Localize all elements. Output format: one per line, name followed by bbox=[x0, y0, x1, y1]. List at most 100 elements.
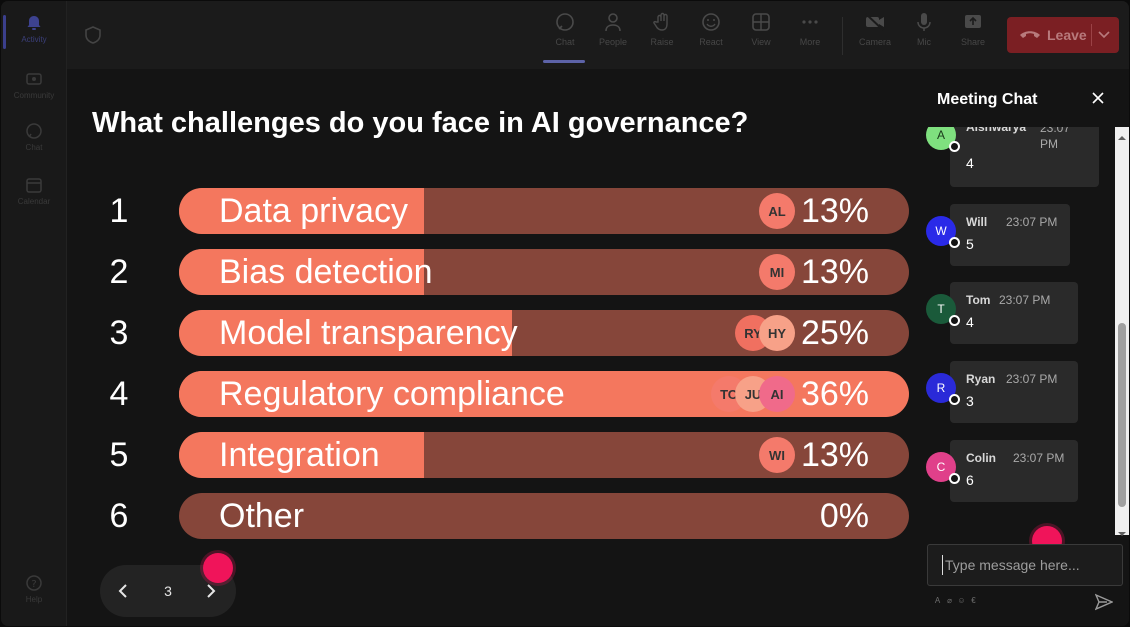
chat-message-text: 3 bbox=[966, 393, 974, 409]
format-icon[interactable]: A bbox=[934, 596, 941, 605]
poll-option-bar: Data privacy 13% AL bbox=[179, 188, 909, 234]
rail-label-calendar: Calendar bbox=[17, 197, 51, 206]
meeting-toolbar: Chat People Raise React View More Camera bbox=[67, 1, 1129, 69]
poll-option-number: 4 bbox=[109, 375, 129, 413]
poll-option-row: 2 Bias detection 13% MI bbox=[67, 249, 919, 295]
poll-option-number: 6 bbox=[109, 497, 129, 535]
toolbar-view-button[interactable]: View bbox=[737, 11, 785, 59]
rail-label-help: Help bbox=[25, 595, 43, 604]
share-icon bbox=[962, 11, 984, 33]
poll-option-percent: 0% bbox=[819, 497, 869, 535]
poll-option-label: Bias detection bbox=[219, 253, 433, 291]
chevron-down-icon[interactable] bbox=[1097, 27, 1111, 41]
smile-icon bbox=[700, 11, 722, 33]
toolbar-share-button[interactable]: Share bbox=[949, 11, 997, 59]
poll-results-panel: What challenges do you face in AI govern… bbox=[67, 69, 919, 626]
rail-label-activity: Activity bbox=[21, 35, 47, 44]
emoji-icon[interactable]: ☺ bbox=[957, 596, 966, 605]
chat-message: Tom 23:07 PM 4 T bbox=[919, 282, 1115, 348]
close-icon[interactable] bbox=[1091, 91, 1107, 107]
chevron-right-icon bbox=[207, 584, 216, 598]
poll-option-row: 4 Regulatory compliance 36% TO JU AI bbox=[67, 371, 919, 417]
poll-option-fill bbox=[179, 249, 424, 295]
chat-bubble: Will 23:07 PM 5 bbox=[950, 204, 1070, 266]
rail-item-activity[interactable]: Activity bbox=[1, 9, 67, 53]
poll-option-number: 1 bbox=[109, 192, 129, 230]
attach-icon[interactable]: ⌀ bbox=[947, 596, 952, 605]
poll-option-label: Other bbox=[219, 497, 305, 535]
rail-item-calendar[interactable]: Calendar bbox=[1, 171, 67, 215]
rail-item-chat[interactable]: Chat bbox=[1, 117, 67, 161]
poll-option-bar: Integration 13% WI bbox=[179, 432, 909, 478]
community-icon bbox=[24, 69, 44, 89]
chat-message-input[interactable] bbox=[942, 555, 1112, 575]
chat-format-tools: A ⌀ ☺ € bbox=[933, 596, 978, 605]
chat-author: Will bbox=[966, 215, 988, 229]
phone-hangup-icon bbox=[1019, 28, 1041, 42]
scroll-up-arrow-icon[interactable] bbox=[1118, 129, 1126, 140]
help-icon: ? bbox=[24, 573, 44, 593]
scroll-down-arrow-icon[interactable] bbox=[1118, 525, 1126, 536]
voter-avatar: AL bbox=[759, 193, 795, 229]
poll-option-bar: Model transparency 25% RY HY bbox=[179, 310, 909, 356]
poll-option-fill bbox=[179, 371, 592, 417]
chat-input-box[interactable] bbox=[927, 544, 1123, 586]
chat-title: Meeting Chat bbox=[937, 91, 1038, 108]
gif-icon[interactable]: € bbox=[971, 596, 976, 605]
poll-option-row: 6 Other 0% bbox=[67, 493, 919, 539]
chat-header: Meeting Chat bbox=[919, 69, 1129, 127]
toolbar-react-button[interactable]: React bbox=[687, 11, 735, 59]
chat-bubble: Colin 23:07 PM 6 bbox=[950, 440, 1078, 502]
chat-bubble: Tom 23:07 PM 4 bbox=[950, 282, 1078, 344]
chat-scrollbar[interactable] bbox=[1115, 127, 1129, 536]
toolbar-divider bbox=[842, 17, 843, 55]
app-rail: Activity Community Chat Calendar ? Help bbox=[1, 1, 67, 626]
previous-page-button[interactable] bbox=[112, 579, 136, 603]
meeting-chat-panel: Aishwarya 23:07 PM 4 A Will 23:07 PM 5 W Tom 23:0… bbox=[919, 69, 1129, 626]
toolbar-raise-button[interactable]: Raise bbox=[638, 11, 686, 59]
chat-icon bbox=[554, 11, 576, 33]
svg-text:?: ? bbox=[31, 579, 36, 590]
pointer-indicator bbox=[203, 553, 233, 583]
grid-icon bbox=[750, 11, 772, 33]
chat-author: Ryan bbox=[966, 372, 996, 386]
leave-button[interactable]: Leave bbox=[1007, 17, 1119, 53]
poll-option-bar: Other 0% bbox=[179, 493, 909, 539]
toolbar-mic-button[interactable]: Mic bbox=[900, 11, 948, 59]
page-number: 3 bbox=[164, 583, 172, 599]
toolbar-camera-button[interactable]: Camera bbox=[851, 11, 899, 59]
toolbar-more-button[interactable]: More bbox=[786, 11, 834, 59]
leave-divider bbox=[1091, 24, 1092, 46]
rail-item-community[interactable]: Community bbox=[1, 65, 67, 109]
toolbar-mic-label: Mic bbox=[917, 37, 931, 47]
chat-timestamp: 23:07 PM bbox=[1040, 127, 1071, 151]
next-page-button[interactable] bbox=[198, 579, 222, 603]
chevron-left-icon bbox=[118, 584, 127, 598]
chat-avatar: A bbox=[926, 127, 956, 150]
chat-message-list[interactable]: Aishwarya 23:07 PM 4 A Will 23:07 PM 5 W Tom 23:0… bbox=[919, 127, 1115, 535]
chat-bubble: Ryan 23:07 PM 3 bbox=[950, 361, 1078, 423]
chat-message-text: 6 bbox=[966, 472, 974, 488]
chat-bubble: Aishwarya 23:07 PM 4 bbox=[950, 127, 1099, 187]
chat-message-text: 4 bbox=[966, 155, 974, 171]
poll-option-label: Regulatory compliance bbox=[219, 375, 565, 413]
toolbar-more-label: More bbox=[799, 37, 821, 47]
poll-option-percent: 25% bbox=[800, 314, 869, 352]
send-icon[interactable] bbox=[1094, 593, 1115, 613]
leave-label: Leave bbox=[1047, 27, 1087, 43]
toolbar-view-label: View bbox=[751, 37, 771, 47]
scrollbar-thumb[interactable] bbox=[1118, 323, 1126, 507]
poll-option-label: Integration bbox=[219, 436, 380, 474]
presence-status-icon bbox=[949, 473, 960, 484]
poll-option-fill bbox=[179, 188, 424, 234]
rail-label-chat: Chat bbox=[25, 143, 43, 152]
toolbar-chat-button[interactable]: Chat bbox=[541, 11, 589, 63]
calendar-icon bbox=[24, 175, 44, 195]
rail-item-help[interactable]: ? Help bbox=[1, 569, 67, 613]
poll-option-number: 2 bbox=[109, 253, 129, 291]
chat-timestamp: 23:07 PM bbox=[999, 293, 1051, 307]
chat-author: Aishwarya bbox=[966, 127, 1027, 134]
toolbar-people-button[interactable]: People bbox=[589, 11, 637, 59]
chat-timestamp: 23:07 PM bbox=[1006, 215, 1058, 229]
